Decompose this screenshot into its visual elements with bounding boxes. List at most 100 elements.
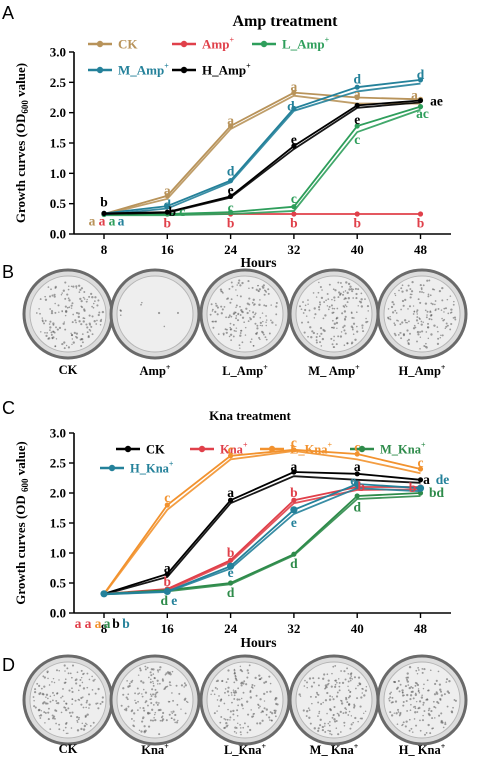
colony [51,717,55,720]
colony [70,332,72,335]
colony [120,704,123,707]
colony [337,335,340,338]
colony [241,281,244,285]
colony [438,714,441,717]
series-line [103,471,421,595]
colony [351,328,354,331]
colony [331,343,334,346]
data-point [417,466,424,472]
colony [402,704,405,707]
colony [49,326,52,329]
colony [298,305,302,308]
colony [176,703,179,706]
legend-label: M_Amp+ [118,62,169,78]
plate-label-name: Kna [141,743,165,758]
colony [140,303,142,306]
colony [39,717,42,719]
colony [414,693,418,697]
colony [363,712,365,715]
colony [339,731,342,733]
colony [171,692,173,694]
colony [177,719,179,722]
colony [74,699,77,702]
colony [408,729,411,732]
colony [263,289,266,292]
colony [446,298,449,301]
colony [158,733,161,736]
data-point [164,209,170,215]
colony [317,693,320,696]
colony [354,687,357,690]
colony [332,714,335,717]
colony [439,690,443,693]
series-line [103,94,421,216]
colony [311,330,314,333]
colony [364,689,368,692]
data-point [417,104,424,110]
colony [49,308,51,310]
colony [265,304,268,307]
petri-dish [109,268,201,360]
plate-label: H_ Kna+ [372,742,472,758]
colony [333,346,336,348]
colony [76,716,79,719]
colony [94,296,97,299]
colony [142,717,144,720]
colony [343,310,347,313]
plate-label: H_Amp+ [372,363,472,379]
colony [156,691,159,693]
significance-letter: ac [416,106,429,121]
colony [34,706,37,709]
significance-letter: d [164,197,172,212]
data-point [164,193,170,199]
colony [340,282,342,284]
colony [275,302,278,305]
x-tick-label: 32 [287,621,300,636]
colony [258,288,262,291]
colony [66,293,69,296]
colony [58,728,61,731]
colony [143,709,146,712]
colony [127,685,130,688]
colony [53,293,56,296]
colony [252,315,255,318]
colony [408,718,411,721]
colony [86,713,89,716]
colony [304,304,307,307]
colony [233,671,236,674]
colony [51,294,54,297]
colony [350,311,353,314]
colony [236,709,239,712]
colony [174,721,176,724]
colony [421,694,423,697]
colony [227,686,230,689]
colony [443,307,446,310]
significance-letter: b [169,204,177,219]
colony [435,679,438,682]
colony [258,678,261,681]
colony [427,337,430,340]
colony [54,709,57,712]
colony [61,292,63,294]
colony [238,344,241,347]
colony [174,713,177,717]
colony [62,729,65,732]
colony [394,294,397,297]
colony [361,327,364,329]
colony [163,325,166,328]
colony [44,298,48,301]
colony [254,322,257,325]
colony [148,676,150,679]
colony [231,285,234,288]
colony [349,690,352,693]
colony [344,711,347,714]
colony [315,341,318,344]
colony [228,335,231,338]
colony [404,685,408,688]
colony [239,314,242,316]
colony [237,281,240,285]
colony [315,336,318,339]
colony [426,698,429,701]
colony [424,733,426,736]
colony [420,696,424,699]
